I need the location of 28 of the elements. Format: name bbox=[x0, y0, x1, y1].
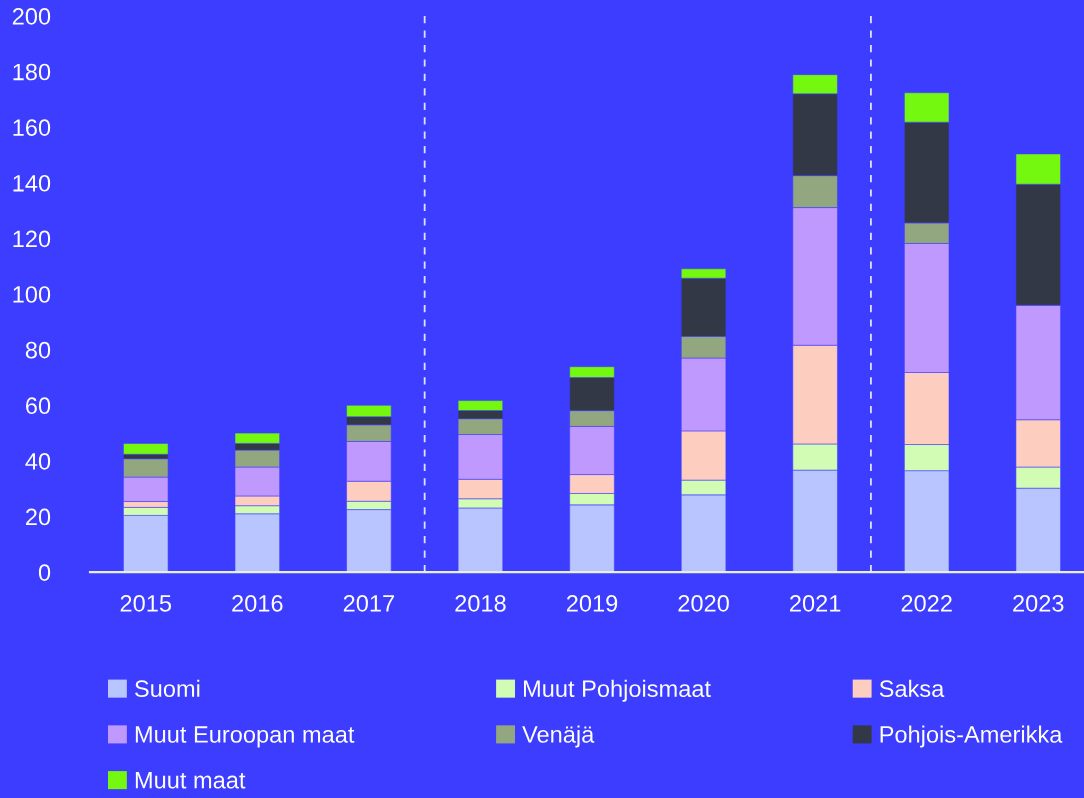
y-tick-label: 100 bbox=[13, 286, 51, 303]
x-tick-label: 2020 bbox=[678, 595, 729, 612]
legend-label: Muut Pohjoismaat bbox=[524, 679, 711, 702]
y-tick-label: 60 bbox=[26, 397, 51, 415]
legend-label: Muut Euroopan maat bbox=[135, 726, 355, 748]
y-tick-label: 160 bbox=[13, 119, 51, 136]
x-tick-label: 2016 bbox=[232, 595, 283, 612]
y-tick-label: 40 bbox=[25, 452, 51, 470]
x-tick-label: 2022 bbox=[901, 595, 952, 612]
y-tick-label: 120 bbox=[13, 230, 51, 248]
legend-label: Venäjä bbox=[522, 725, 595, 748]
bar bbox=[123, 443, 169, 455]
x-tick-label: 2018 bbox=[455, 595, 506, 612]
legend-label: Suomi bbox=[135, 679, 200, 698]
x-tick-label: 2015 bbox=[120, 595, 172, 612]
x-tick-label: 2017 bbox=[343, 595, 394, 612]
y-tick-label: 0 bbox=[38, 564, 51, 581]
y-tick-label: 80 bbox=[25, 341, 51, 359]
x-tick-label: 2023 bbox=[1013, 595, 1064, 612]
y-tick-label: 20 bbox=[26, 508, 51, 526]
legend-label: Pohjois-Amerikka bbox=[880, 725, 1063, 748]
legend-label: Saksa bbox=[879, 679, 945, 698]
y-tick-label: 200 bbox=[12, 8, 51, 25]
y-tick-label: 180 bbox=[13, 63, 51, 81]
x-tick-label: 2021 bbox=[790, 595, 841, 612]
y-tick-label: 140 bbox=[13, 174, 51, 192]
legend-label: Muut maat bbox=[135, 772, 246, 789]
x-tick-label: 2019 bbox=[566, 595, 618, 612]
